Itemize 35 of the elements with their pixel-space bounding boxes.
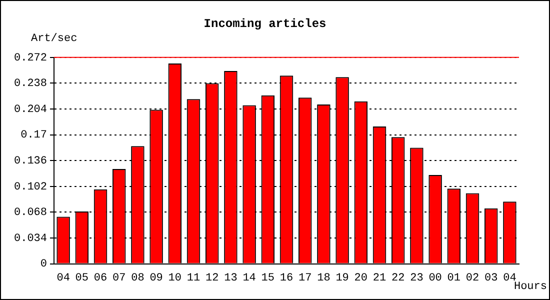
- y-tick-label: 0.204: [14, 104, 48, 116]
- y-tick-label: 0.272: [14, 52, 48, 64]
- x-tick-label: 00: [428, 272, 442, 284]
- x-tick-label: 20: [354, 272, 368, 284]
- x-tick-label: 13: [224, 272, 238, 284]
- y-tick-label: 0.136: [14, 156, 48, 168]
- x-tick-label: 01: [447, 272, 461, 284]
- y-tick-label: 0: [40, 258, 48, 271]
- x-tick-label: 07: [112, 272, 126, 284]
- y-tick-label: 0.034: [14, 232, 48, 245]
- y-axis-title: Art/sec: [31, 32, 78, 45]
- x-tick-label: 06: [94, 272, 108, 284]
- x-tick-label: 23: [410, 272, 424, 284]
- y-tick-label: 0.068: [14, 207, 48, 220]
- x-tick-label: 17: [298, 272, 312, 284]
- y-tick-label: 0.238: [14, 78, 48, 90]
- x-tick-label: 18: [317, 272, 330, 284]
- x-tick-label: 12: [206, 272, 219, 284]
- x-tick-label: 22: [392, 272, 405, 284]
- x-tick-label: 14: [242, 272, 256, 284]
- x-tick-label: 11: [186, 272, 201, 284]
- x-tick-label: 19: [336, 272, 349, 284]
- chart-title: Incoming articles: [204, 17, 326, 32]
- x-tick-label: 05: [75, 272, 89, 284]
- x-tick-label: 09: [150, 272, 163, 284]
- x-tick-label: 15: [261, 272, 275, 284]
- x-tick-label: 03: [484, 272, 498, 284]
- y-tick-label: 0.17: [20, 130, 48, 142]
- x-tick-label: 16: [280, 272, 294, 284]
- y-tick-label: 0.102: [14, 181, 48, 194]
- x-tick-label: 21: [372, 272, 386, 284]
- x-tick-label: 08: [131, 272, 144, 284]
- x-tick-label: 02: [466, 272, 480, 284]
- x-tick-label: 04: [56, 272, 70, 284]
- x-tick-label: 10: [168, 272, 182, 284]
